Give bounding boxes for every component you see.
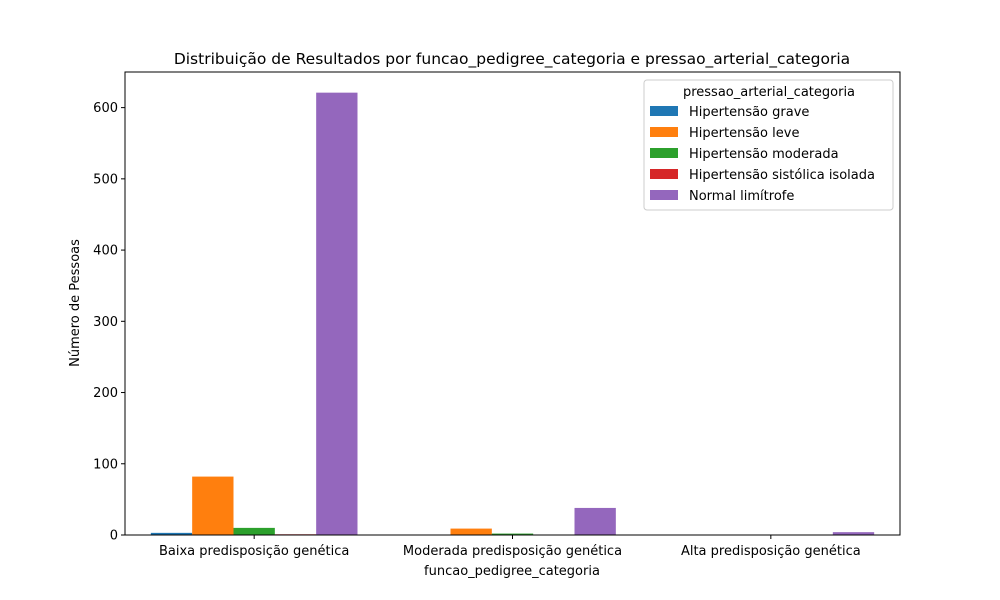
x-axis-label: funcao_pedigree_categoria xyxy=(424,564,600,579)
x-tick-label: Baixa predisposição genética xyxy=(159,544,349,559)
y-tick-label: 100 xyxy=(93,457,118,472)
legend-label: Hipertensão moderada xyxy=(689,147,839,162)
legend-label: Normal limítrofe xyxy=(689,189,794,204)
x-tick-label: Alta predisposição genética xyxy=(681,544,861,559)
bar-normal-lim-trofe-0 xyxy=(316,92,358,535)
bar-hipertens-o-grave-0 xyxy=(150,532,193,535)
bar-hipertens-o-moderada-0 xyxy=(233,527,275,535)
y-tick-label: 500 xyxy=(93,172,118,187)
bar-hipertens-o-leve-0 xyxy=(192,476,234,535)
bar-hipertens-o-moderada-1 xyxy=(491,533,534,535)
y-axis-label: Número de Pessoas xyxy=(68,239,83,367)
legend-swatch xyxy=(650,169,678,179)
legend-swatch xyxy=(650,127,678,137)
legend-swatch xyxy=(650,148,678,158)
legend-swatch xyxy=(650,106,678,116)
legend-label: Hipertensão leve xyxy=(689,126,799,141)
y-axis: 0 100 200 300 400 500 600 xyxy=(93,101,125,544)
legend-label: Hipertensão grave xyxy=(689,105,809,120)
y-tick-label: 600 xyxy=(93,101,118,116)
legend-title: pressao_arterial_categoria xyxy=(683,85,855,100)
bar-normal-lim-trofe-2 xyxy=(832,532,875,535)
legend-box xyxy=(643,79,894,211)
legend-label: Hipertensão sistólica isolada xyxy=(689,168,875,183)
y-tick-label: 400 xyxy=(93,244,118,259)
plot-area xyxy=(150,92,875,535)
legend-swatch xyxy=(650,190,678,200)
x-axis: Baixa predisposição genética Moderada pre… xyxy=(159,535,861,559)
y-tick-label: 200 xyxy=(93,386,118,401)
y-tick-label: 300 xyxy=(93,315,118,330)
x-tick-label: Moderada predisposição genética xyxy=(403,544,622,559)
y-tick-label: 0 xyxy=(110,529,118,544)
bar-normal-lim-trofe-1 xyxy=(574,507,616,535)
chart-title: Distribuição de Resultados por funcao_pe… xyxy=(174,50,850,69)
legend: pressao_arterial_categoria Hipertensão g… xyxy=(643,79,894,211)
bar-hipertens-o-leve-1 xyxy=(450,528,492,535)
